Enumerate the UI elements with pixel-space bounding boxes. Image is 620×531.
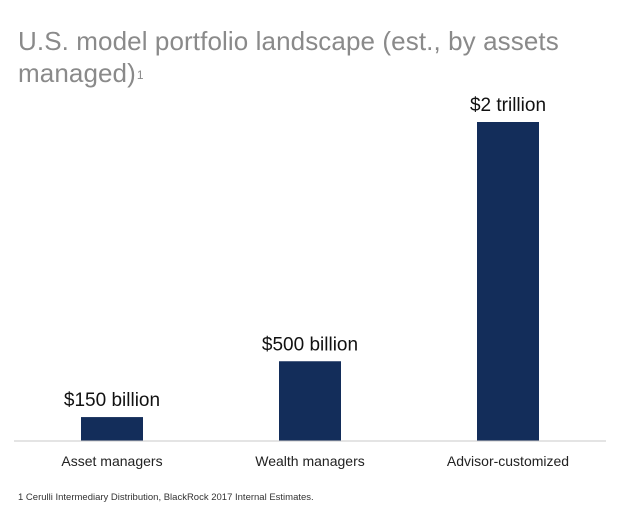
data-label-1: $150 billion — [64, 390, 160, 411]
data-label-2: $500 billion — [262, 334, 358, 355]
data-label-3: $2 trillion — [470, 95, 546, 116]
labels-group: $150 billion Asset managers $500 billion We… — [61, 95, 569, 469]
bar-2 — [279, 361, 341, 441]
category-label-2: Wealth managers — [255, 453, 364, 469]
bars-group — [81, 122, 539, 441]
chart-title: U.S. model portfolio landscape (est., by… — [18, 25, 608, 89]
category-label-1: Asset managers — [61, 453, 162, 469]
bar-3 — [477, 122, 539, 441]
title-footnote-marker: 1 — [136, 68, 144, 82]
category-label-3: Advisor-customized — [447, 453, 569, 469]
bar-1 — [81, 417, 143, 441]
chart-title-text: U.S. model portfolio landscape (est., by… — [18, 26, 559, 88]
footnote: 1 Cerulli Intermediary Distribution, Bla… — [18, 492, 314, 503]
